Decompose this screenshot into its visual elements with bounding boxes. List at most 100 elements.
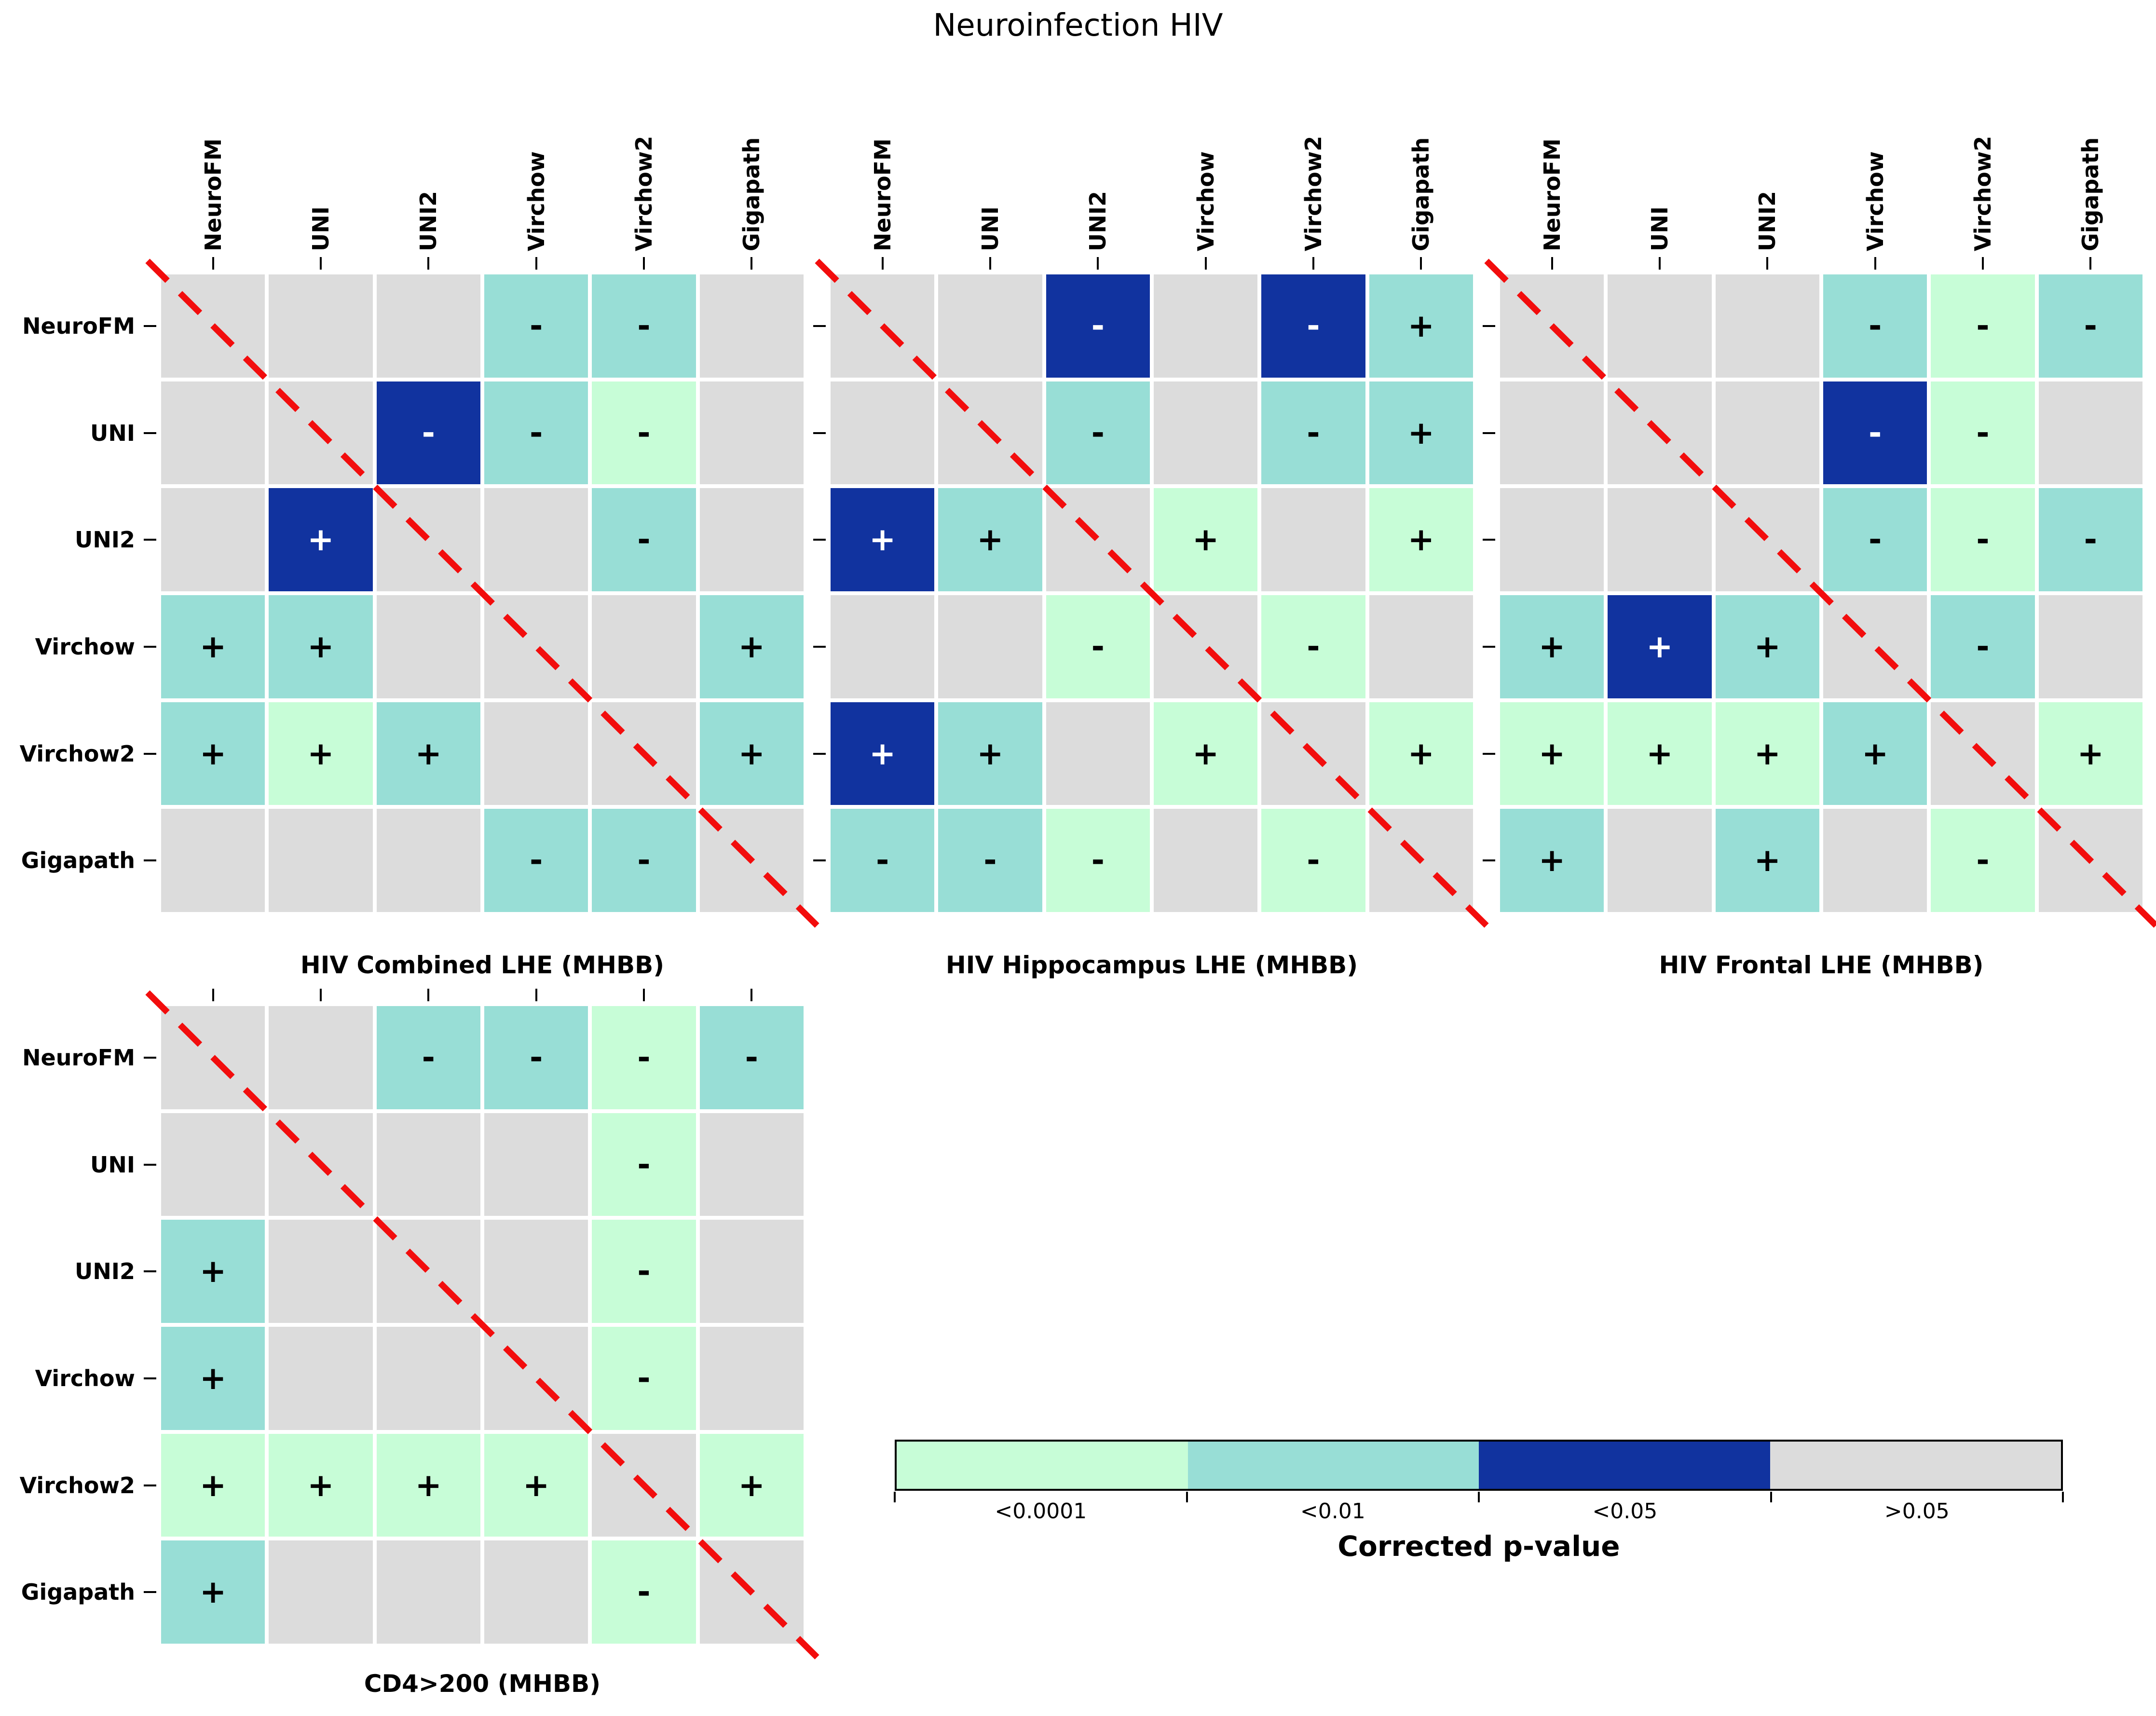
x-axis-tick — [1766, 257, 1769, 270]
heatmap-cell: - — [1046, 381, 1150, 485]
significance-sign: - — [1091, 627, 1105, 665]
row-label: Virchow — [35, 633, 135, 660]
heatmap-cell — [1154, 381, 1258, 485]
heatmap-cell: + — [938, 488, 1042, 591]
significance-sign: + — [869, 521, 896, 558]
significance-sign: - — [1307, 414, 1320, 451]
significance-sign: - — [637, 1573, 651, 1611]
significance-sign: - — [637, 1359, 651, 1397]
heatmap-cell: - — [592, 809, 696, 912]
x-axis-tick — [989, 257, 991, 270]
heatmap-cell — [376, 595, 480, 698]
x-axis-tick — [751, 257, 753, 270]
heatmap-cell: - — [1046, 809, 1150, 912]
col-label: Virchow — [523, 151, 549, 251]
significance-sign: - — [1307, 307, 1320, 344]
y-axis-tick — [813, 325, 826, 327]
subplot-title: HIV Combined LHE (MHBB) — [300, 951, 665, 979]
y-axis-tick — [144, 539, 156, 541]
heatmap-cell: + — [376, 702, 480, 805]
heatmap-cell: - — [1823, 488, 1927, 591]
significance-sign: + — [738, 735, 765, 772]
row-label: UNI — [90, 1151, 135, 1178]
row-label: NeuroFM — [22, 313, 135, 339]
significance-sign: - — [637, 842, 651, 879]
heatmap-cell: - — [592, 1006, 696, 1109]
legend-tick — [2062, 1492, 2064, 1502]
significance-sign: - — [529, 842, 543, 879]
significance-sign: + — [415, 735, 442, 772]
significance-sign: - — [529, 1038, 543, 1076]
heatmap-cell — [484, 1220, 588, 1323]
heatmap-cell: - — [1931, 381, 2035, 485]
heatmap-cell: + — [699, 702, 804, 805]
y-axis-tick — [144, 645, 156, 648]
heatmap-cell — [938, 595, 1042, 698]
heatmap-cell: - — [831, 809, 935, 912]
heatmap-cell — [831, 381, 935, 485]
heatmap-cell — [699, 1113, 804, 1216]
significance-sign: - — [1868, 521, 1882, 558]
heatmap-cell: + — [161, 1540, 265, 1644]
y-axis-tick — [1483, 432, 1495, 434]
legend-segment — [1479, 1442, 1770, 1489]
y-axis-tick — [1483, 645, 1495, 648]
col-label: Virchow2 — [1300, 136, 1326, 251]
diagonal-line — [145, 990, 819, 1660]
legend-label: <0.05 — [1592, 1499, 1658, 1524]
col-label: Gigapath — [1408, 137, 1434, 251]
significance-sign: - — [1976, 521, 1990, 558]
heatmap-cell — [161, 488, 265, 591]
significance-sign: + — [1646, 735, 1673, 772]
heatmap-cell — [1715, 274, 1819, 378]
x-axis-tick — [1420, 257, 1422, 270]
x-axis-tick — [212, 989, 214, 1001]
heatmap-cell — [161, 381, 265, 485]
heatmap-cell: + — [1369, 702, 1473, 805]
row-label: Gigapath — [21, 847, 135, 874]
heatmap-cell — [1608, 809, 1712, 912]
heatmap-cell: + — [1715, 809, 1819, 912]
y-axis-tick — [144, 432, 156, 434]
subplot-title: HIV Frontal LHE (MHBB) — [1659, 951, 1984, 979]
x-axis-tick — [1097, 257, 1099, 270]
col-label: Virchow — [1862, 151, 1888, 251]
x-axis-tick — [1312, 257, 1314, 270]
col-label: Gigapath — [738, 137, 765, 251]
col-label: UNI2 — [1085, 191, 1111, 251]
row-label: Virchow2 — [19, 1472, 135, 1498]
col-label: UNI — [1647, 206, 1673, 251]
legend-label: >0.05 — [1884, 1499, 1950, 1524]
significance-sign: + — [1754, 842, 1781, 879]
row-label: Virchow — [35, 1365, 135, 1391]
heatmap-cell — [1261, 488, 1365, 591]
x-axis-tick — [1874, 257, 1876, 270]
row-label: Virchow2 — [19, 740, 135, 767]
legend-title: Corrected p-value — [1337, 1530, 1620, 1563]
heatmap-cell — [1500, 381, 1604, 485]
heatmap-cell: - — [1261, 809, 1365, 912]
legend-tick — [894, 1492, 896, 1502]
x-axis-tick — [535, 989, 537, 1001]
significance-sign: + — [199, 1466, 227, 1504]
heatmap-cell — [161, 809, 265, 912]
y-axis-tick — [1483, 859, 1495, 862]
heatmap-cell: + — [938, 702, 1042, 805]
heatmap-cell — [699, 381, 804, 485]
col-label: Gigapath — [2077, 137, 2104, 251]
significance-sign: + — [738, 627, 765, 665]
significance-sign: + — [738, 1466, 765, 1504]
significance-sign: + — [522, 1466, 550, 1504]
significance-sign: - — [875, 842, 889, 879]
heatmap-cell — [484, 488, 588, 591]
significance-sign: + — [1538, 735, 1566, 772]
x-axis-tick — [1659, 257, 1661, 270]
significance-sign: - — [1091, 842, 1105, 879]
heatmap-cell — [269, 1220, 373, 1323]
heatmap-cell — [699, 274, 804, 378]
heatmap-grid-2: - - + - - + + + + + - - + + + + - - - - — [815, 259, 1489, 928]
significance-sign: - — [1091, 414, 1105, 451]
heatmap-cell — [1500, 488, 1604, 591]
significance-sign: + — [1754, 627, 1781, 665]
row-label: UNI — [90, 420, 135, 446]
